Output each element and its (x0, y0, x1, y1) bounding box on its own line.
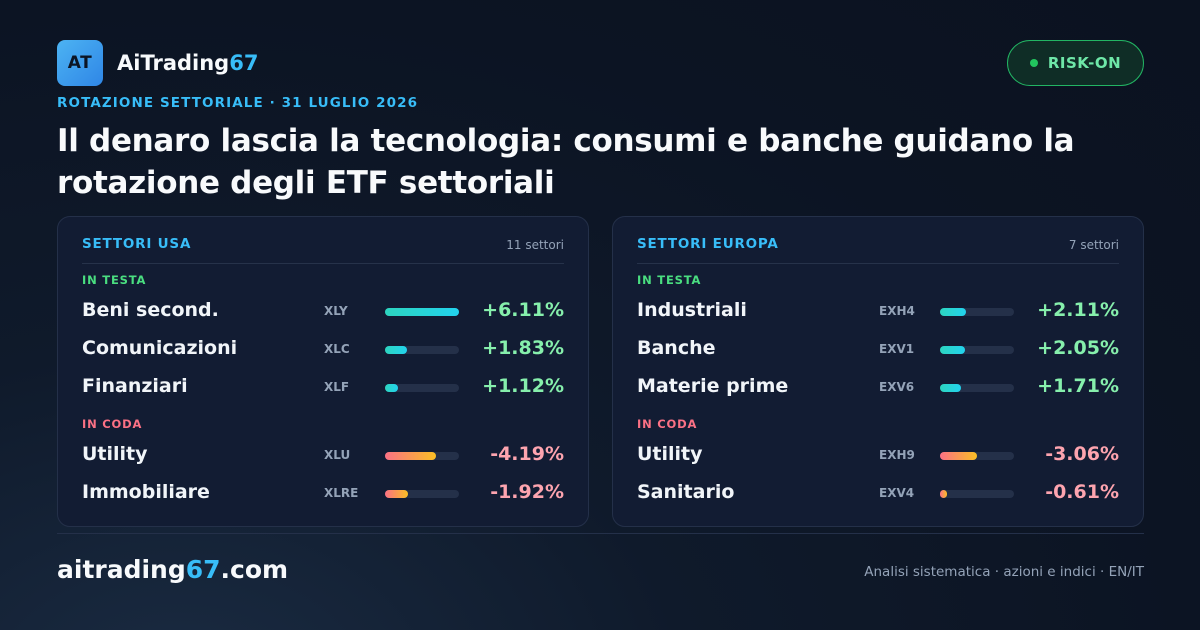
section-label-laggards: IN CODA (82, 417, 143, 431)
performance-bar (940, 384, 1014, 392)
sector-row: Banche EXV1 +2.05% (637, 336, 1119, 364)
performance-bar-fill (385, 346, 408, 354)
sector-change: -3.06% (1045, 443, 1119, 465)
tagline: Analisi sistematica · azioni e indici · … (864, 564, 1144, 580)
sector-change: +6.11% (482, 299, 564, 321)
performance-bar-fill (940, 346, 966, 354)
section-label-laggards: IN CODA (637, 417, 698, 431)
card-usa: SETTORI USA 11 settori IN TESTA Beni sec… (57, 216, 589, 527)
sector-change: -4.19% (490, 443, 564, 465)
brand-name-main: AiTrading (117, 51, 230, 75)
risk-badge-label: RISK-ON (1047, 54, 1122, 72)
sector-ticker: EXH9 (879, 448, 915, 462)
performance-bar (385, 308, 459, 316)
performance-bar-fill (385, 308, 459, 316)
performance-bar-fill (385, 384, 399, 392)
status-dot-icon (1029, 59, 1038, 67)
sector-ticker: XLF (324, 380, 350, 394)
card-header: SETTORI EUROPA 7 settori (637, 234, 1119, 264)
kicker: ROTAZIONE SETTORIALE · 31 LUGLIO 2026 (57, 95, 419, 111)
performance-bar (940, 308, 1014, 316)
site-link[interactable]: aitrading67.com (57, 555, 288, 584)
sector-row: Materie prime EXV6 +1.71% (637, 374, 1119, 402)
performance-bar (385, 346, 459, 354)
performance-bar (385, 490, 459, 498)
sector-ticker: XLU (324, 448, 351, 462)
sector-ticker: XLC (324, 342, 350, 356)
sector-name: Beni second. (82, 299, 219, 321)
card-title: SETTORI EUROPA (637, 236, 779, 252)
sector-name: Immobiliare (82, 481, 210, 503)
sector-row: Utility EXH9 -3.06% (637, 442, 1119, 470)
sector-row: Beni second. XLY +6.11% (82, 298, 564, 326)
sector-name: Comunicazioni (82, 337, 238, 359)
performance-bar (940, 346, 1014, 354)
performance-bar-fill (940, 308, 966, 316)
sector-row: Finanziari XLF +1.12% (82, 374, 564, 402)
sector-ticker: XLY (324, 304, 348, 318)
sector-change: +1.83% (482, 337, 564, 359)
card-header: SETTORI USA 11 settori (82, 234, 564, 264)
section-label-leaders: IN TESTA (637, 273, 702, 287)
card-count: 11 settori (506, 238, 564, 252)
performance-bar-fill (940, 490, 948, 498)
sector-name: Utility (82, 443, 148, 465)
card-title: SETTORI USA (82, 236, 192, 252)
brand[interactable]: AT AiTrading67 (57, 40, 258, 86)
footer-divider (57, 533, 1144, 534)
performance-bar-fill (385, 452, 437, 460)
brand-name: AiTrading67 (117, 51, 258, 75)
risk-badge: RISK-ON (1007, 40, 1144, 86)
sector-ticker: XLRE (324, 486, 359, 500)
sector-name: Finanziari (82, 375, 188, 397)
sector-name: Materie prime (637, 375, 789, 397)
sector-row: Industriali EXH4 +2.11% (637, 298, 1119, 326)
sector-row: Immobiliare XLRE -1.92% (82, 480, 564, 508)
sector-name: Sanitario (637, 481, 735, 503)
brand-name-accent: 67 (229, 51, 259, 75)
headline: Il denaro lascia la tecnologia: consumi … (57, 123, 1075, 201)
sector-change: +1.71% (1037, 375, 1119, 397)
sector-ticker: EXV6 (879, 380, 915, 394)
site-link-tld: .com (220, 555, 289, 584)
sector-ticker: EXH4 (879, 304, 915, 318)
sector-name: Industriali (637, 299, 747, 321)
card-europe: SETTORI EUROPA 7 settori IN TESTA Indust… (612, 216, 1144, 527)
sector-change: +2.11% (1037, 299, 1119, 321)
performance-bar-fill (940, 384, 961, 392)
sector-ticker: EXV4 (879, 486, 915, 500)
performance-bar-fill (385, 490, 408, 498)
sector-row: Sanitario EXV4 -0.61% (637, 480, 1119, 508)
brand-logo: AT (57, 40, 103, 86)
sector-ticker: EXV1 (879, 342, 915, 356)
site-link-main: aitrading (57, 555, 186, 584)
card-count: 7 settori (1068, 238, 1119, 252)
sector-change: -1.92% (490, 481, 564, 503)
sector-change: +1.12% (482, 375, 564, 397)
sector-row: Utility XLU -4.19% (82, 442, 564, 470)
performance-bar (385, 452, 459, 460)
social-card: AT AiTrading67 RISK-ON ROTAZIONE SETTORI… (57, 40, 1144, 600)
sector-change: +2.05% (1037, 337, 1119, 359)
sector-row: Comunicazioni XLC +1.83% (82, 336, 564, 364)
sector-name: Utility (637, 443, 703, 465)
site-link-accent: 67 (185, 555, 221, 584)
performance-bar-fill (940, 452, 977, 460)
performance-bar (385, 384, 459, 392)
sector-name: Banche (637, 337, 716, 359)
performance-bar (940, 490, 1014, 498)
section-label-leaders: IN TESTA (82, 273, 147, 287)
performance-bar (940, 452, 1014, 460)
sector-change: -0.61% (1045, 481, 1119, 503)
